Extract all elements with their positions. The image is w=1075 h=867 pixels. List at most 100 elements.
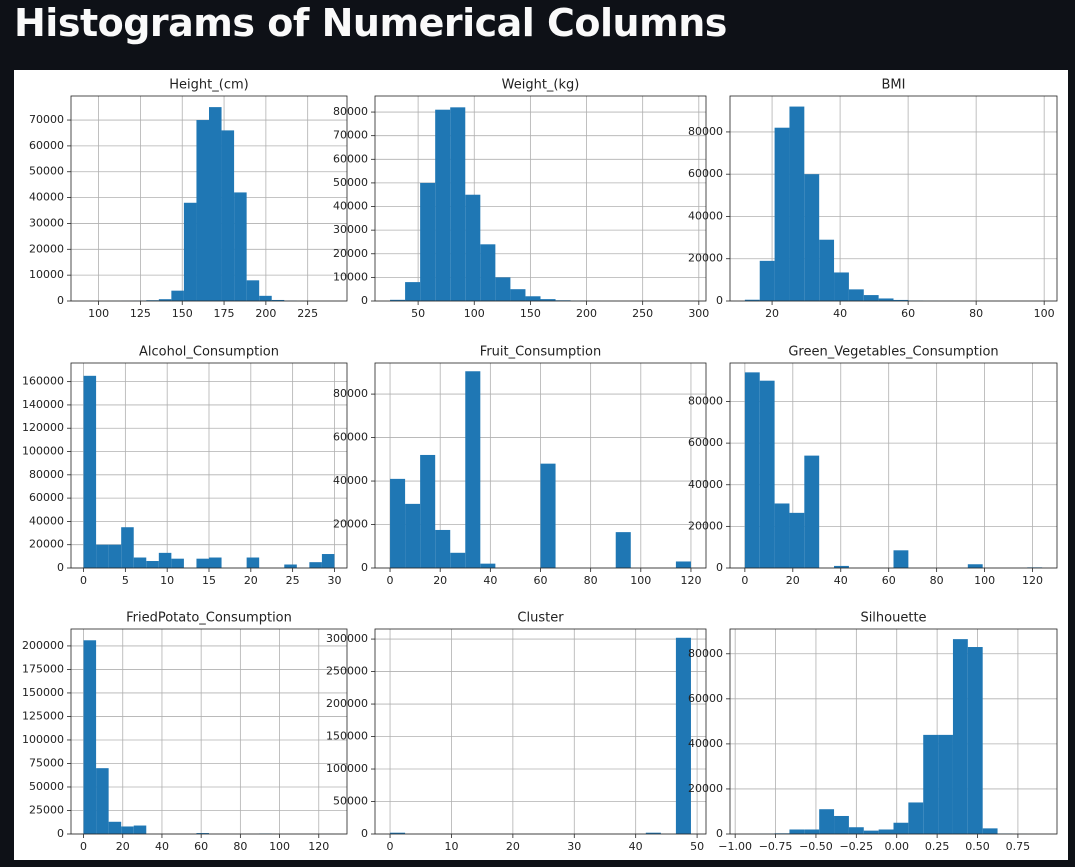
bar — [450, 107, 466, 302]
bar — [759, 380, 775, 568]
bar — [774, 127, 790, 301]
bar — [133, 825, 147, 834]
axes-frame — [374, 362, 707, 569]
bar — [246, 557, 260, 568]
y-tick-label: 200000 — [22, 639, 64, 652]
x-tick-label: 50 — [411, 307, 425, 320]
bar — [819, 809, 835, 834]
x-tick-label: 0.75 — [1006, 840, 1031, 853]
bar — [774, 503, 790, 568]
bar — [108, 821, 122, 834]
x-tick-label: 80 — [233, 840, 247, 853]
x-tick-label: 50 — [690, 840, 704, 853]
subplot-title: BMI — [882, 78, 906, 93]
bar — [83, 640, 97, 834]
bar — [465, 371, 481, 568]
bar — [967, 647, 983, 834]
y-tick-label: 175000 — [22, 662, 64, 675]
axes-frame — [729, 95, 1058, 302]
bar — [390, 478, 406, 568]
x-tick-label: 0.00 — [884, 840, 909, 853]
bar — [390, 299, 406, 301]
y-tick-label: 60000 — [688, 167, 723, 180]
y-tick-label: 0 — [361, 561, 368, 574]
y-tick-label: 150000 — [22, 686, 64, 699]
bar — [645, 832, 661, 834]
y-tick-label: 50000 — [333, 795, 368, 808]
y-tick-label: 60000 — [333, 152, 368, 165]
x-tick-label: 150 — [520, 307, 541, 320]
axes-frame — [70, 362, 348, 569]
x-tick-label: 0 — [80, 574, 87, 587]
subplot-title: Weight_(kg) — [502, 78, 580, 93]
y-tick-label: 30000 — [29, 216, 64, 229]
bar — [893, 550, 909, 568]
bar — [675, 561, 691, 568]
y-tick-label: 50000 — [29, 165, 64, 178]
x-tick-label: 80 — [930, 574, 944, 587]
x-tick-label: 40 — [629, 840, 643, 853]
x-tick-label: 40 — [833, 307, 847, 320]
x-tick-label: 30 — [327, 574, 341, 587]
x-tick-label: 100 — [630, 574, 651, 587]
x-tick-label: 120 — [1022, 574, 1043, 587]
y-tick-label: 60000 — [688, 692, 723, 705]
y-tick-label: 0 — [57, 827, 64, 840]
x-tick-label: 25 — [286, 574, 300, 587]
bar — [171, 290, 184, 301]
bar — [309, 562, 322, 568]
y-tick-label: 0 — [716, 827, 723, 840]
subplot-title: Alcohol_Consumption — [139, 345, 279, 360]
subplot-title: Height_(cm) — [169, 78, 248, 93]
x-tick-label: 10 — [444, 840, 458, 853]
y-tick-label: 100000 — [326, 762, 368, 775]
bar — [450, 552, 466, 568]
y-tick-label: 40000 — [29, 514, 64, 527]
y-tick-label: 80000 — [688, 125, 723, 138]
y-tick-label: 20000 — [688, 519, 723, 532]
x-tick-label: 250 — [632, 307, 653, 320]
bar — [271, 299, 285, 301]
x-tick-label: 100 — [1034, 307, 1055, 320]
x-tick-label: 100 — [464, 307, 485, 320]
y-tick-label: 75000 — [29, 756, 64, 769]
y-tick-label: 80000 — [688, 395, 723, 408]
bar — [834, 565, 849, 568]
y-tick-label: 70000 — [333, 129, 368, 142]
x-tick-label: 60 — [194, 840, 208, 853]
bar — [171, 558, 184, 568]
y-tick-label: 100000 — [22, 733, 64, 746]
x-tick-label: 20 — [116, 840, 130, 853]
y-tick-label: 40000 — [688, 209, 723, 222]
x-tick-label: −0.75 — [759, 840, 793, 853]
bar — [108, 544, 122, 568]
bar — [510, 289, 526, 301]
bar — [284, 564, 297, 568]
y-tick-label: 0 — [716, 561, 723, 574]
bar — [246, 280, 260, 301]
bar — [146, 561, 159, 568]
x-tick-label: 20 — [786, 574, 800, 587]
bar — [121, 826, 134, 834]
subplot-title: FriedPotato_Consumption — [126, 611, 292, 626]
bar — [480, 244, 496, 301]
bar — [196, 120, 209, 301]
axes-frame — [374, 628, 707, 835]
x-tick-label: 5 — [122, 574, 129, 587]
bar — [234, 192, 247, 301]
bar — [789, 106, 805, 301]
bar — [83, 375, 97, 568]
bar — [96, 544, 109, 568]
y-tick-label: 80000 — [688, 647, 723, 660]
bar — [480, 563, 496, 568]
bar — [259, 295, 272, 301]
x-tick-label: 0 — [387, 840, 394, 853]
x-tick-label: 0 — [387, 574, 394, 587]
y-tick-label: 80000 — [333, 387, 368, 400]
y-tick-label: 40000 — [688, 478, 723, 491]
x-tick-label: −0.25 — [839, 840, 873, 853]
bar — [938, 734, 953, 834]
x-tick-label: 100 — [88, 307, 109, 320]
y-tick-label: 40000 — [29, 191, 64, 204]
y-tick-label: 50000 — [333, 176, 368, 189]
